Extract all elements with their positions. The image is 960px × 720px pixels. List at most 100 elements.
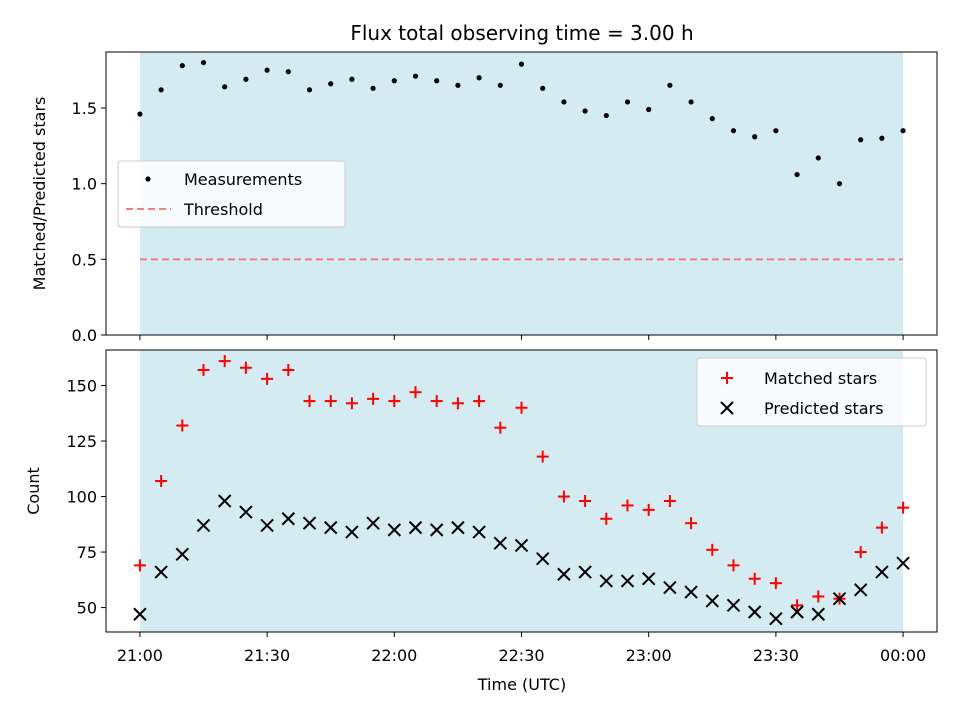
- predicted-star-point: [578, 565, 592, 579]
- predicted-star-point: [684, 585, 698, 599]
- matched-star-point: [218, 355, 231, 368]
- legend-measurements-label: Measurements: [184, 170, 302, 189]
- matched-star-point: [409, 386, 422, 399]
- legend-predicted-marker: [720, 401, 734, 415]
- x-axis-label: Time (UTC): [477, 675, 566, 694]
- predicted-star-point: [853, 583, 868, 597]
- measurement-point: [264, 67, 270, 73]
- measurement-point: [328, 81, 334, 87]
- measurement-point: [243, 76, 249, 82]
- legend-measurements-marker: [145, 176, 151, 182]
- measurement-point: [582, 108, 588, 114]
- measurement-point: [540, 85, 546, 91]
- matched-star-point: [897, 501, 910, 514]
- predicted-star-point: [493, 536, 508, 550]
- measurement-point: [709, 115, 715, 122]
- matched-star-point: [812, 590, 825, 603]
- measurement-point: [370, 85, 376, 91]
- measurement-point: [815, 155, 821, 161]
- measurement-point: [434, 78, 440, 84]
- measurement-point: [222, 84, 228, 90]
- measurement-point: [349, 76, 355, 82]
- matched-star-point: [473, 395, 486, 408]
- measurement-point: [412, 73, 419, 79]
- matched-star-point: [494, 421, 507, 434]
- x-tick-label: 21:30: [244, 646, 290, 665]
- matched-star-point: [367, 392, 380, 405]
- legend-threshold-label: Threshold: [183, 200, 263, 219]
- count-panel: 50 75 100 125 150 21:00 21:30 22:00 22:30 23:00 2…: [24, 349, 938, 694]
- measurement-point: [497, 82, 503, 88]
- predicted-star-point: [429, 523, 444, 537]
- legend-matched-label: Matched stars: [764, 369, 877, 388]
- legend-matched-marker: [721, 372, 733, 384]
- predicted-star-point: [875, 565, 889, 579]
- matched-star-point: [430, 395, 443, 408]
- measurement-point: [858, 137, 864, 143]
- matched-star-point: [133, 559, 146, 572]
- measurement-point: [285, 69, 291, 75]
- y-tick-label: 0.0: [72, 326, 97, 345]
- predicted-star-point: [154, 565, 168, 579]
- x-tick-label: 00:00: [880, 646, 926, 665]
- ratio-y-axis-label: Matched/Predicted stars: [30, 97, 49, 291]
- predicted-star-point: [896, 556, 910, 570]
- measurement-point: [773, 128, 779, 134]
- measurement-point: [688, 99, 694, 105]
- predicted-star-point: [726, 598, 741, 613]
- y-tick-label: 0.5: [72, 250, 97, 269]
- count-legend: Matched stars Predicted stars: [696, 357, 927, 427]
- measurement-point: [137, 111, 143, 117]
- ratio-legend: Measurements Threshold: [117, 160, 346, 228]
- matched-star-point: [748, 572, 761, 585]
- matched-star-point: [663, 494, 676, 507]
- measurement-point: [391, 78, 397, 84]
- predicted-star-point: [535, 552, 550, 566]
- measurement-point: [455, 82, 461, 88]
- matched-star-point: [451, 397, 464, 410]
- measurement-point: [879, 135, 885, 141]
- matched-star-point: [727, 559, 740, 572]
- x-tick-label: 21:00: [117, 646, 163, 665]
- predicted-star-point: [175, 547, 190, 561]
- matched-star-point: [706, 543, 719, 556]
- matched-star-point: [600, 512, 613, 525]
- measurement-point: [603, 112, 609, 119]
- predicted-star-point: [387, 523, 402, 537]
- predicted-star-point: [366, 516, 380, 530]
- y-tick-label: 1.5: [72, 99, 97, 118]
- measurement-point: [900, 128, 906, 134]
- matched-star-point: [579, 494, 592, 507]
- predicted-star-point: [599, 574, 614, 588]
- measurement-point: [518, 61, 525, 67]
- predicted-star-point: [514, 538, 529, 553]
- x-tick-label: 23:30: [753, 646, 799, 665]
- matched-star-point: [642, 503, 655, 516]
- y-tick-label: 50: [77, 599, 97, 618]
- matched-star-point: [621, 499, 634, 512]
- matched-star-point: [155, 475, 168, 488]
- measurement-point: [179, 63, 185, 69]
- matched-star-point: [557, 490, 570, 503]
- ratio-panel: Flux total observing time = 3.00 h 0.0 0.…: [30, 21, 938, 345]
- predicted-star-point: [663, 580, 677, 595]
- matched-star-point: [197, 363, 210, 376]
- x-tick-label: 23:00: [626, 646, 672, 665]
- predicted-star-point: [769, 611, 783, 626]
- predicted-star-point: [705, 594, 719, 608]
- matched-star-point: [791, 599, 804, 612]
- predicted-star-point: [281, 512, 296, 526]
- chart-title: Flux total observing time = 3.00 h: [350, 21, 693, 45]
- predicted-star-point: [302, 516, 317, 530]
- predicted-star-point: [408, 520, 423, 535]
- legend-predicted-label: Predicted stars: [764, 399, 884, 418]
- predicted-star-point: [239, 505, 253, 519]
- predicted-star-point: [451, 520, 465, 535]
- predicted-star-point: [472, 525, 486, 539]
- measurement-point: [646, 106, 652, 113]
- measurement-point: [561, 99, 567, 105]
- matched-star-point: [854, 546, 867, 559]
- predicted-star-point: [260, 518, 274, 533]
- matched-star-point: [769, 577, 782, 590]
- matched-star-point: [685, 517, 698, 530]
